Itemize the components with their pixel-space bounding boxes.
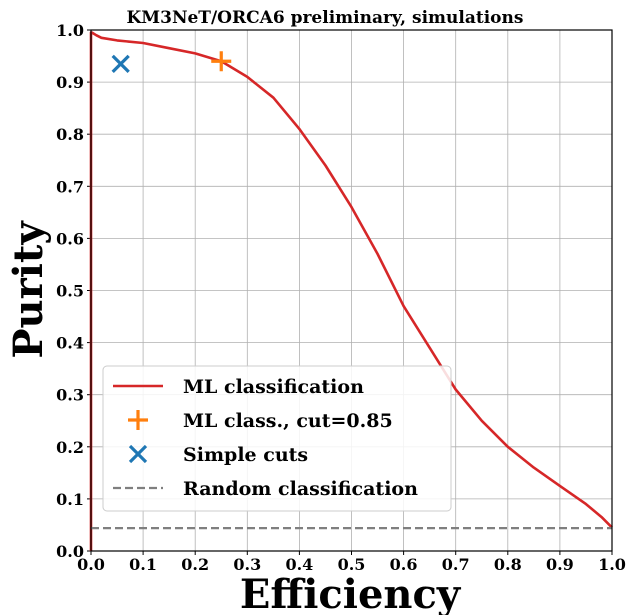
x-tick-label: 0.4 <box>285 555 313 574</box>
x-tick-label: 0.0 <box>77 555 105 574</box>
plot-series <box>89 31 613 551</box>
legend-label: ML classification <box>183 376 364 398</box>
chart-title: KM3NeT/ORCA6 preliminary, simulations <box>127 8 524 28</box>
y-tick-label: 0.6 <box>56 229 84 248</box>
legend-label: Simple cuts <box>183 444 308 466</box>
y-tick-label: 0.7 <box>56 177 84 196</box>
x-axis-title: Efficiency <box>240 571 462 615</box>
y-tick-label: 0.8 <box>56 125 84 144</box>
x-marker-stroke-b <box>111 54 130 73</box>
x-marker-stroke-b <box>128 444 148 464</box>
y-tick-label: 0.1 <box>56 490 84 509</box>
legend: ML classification ML class., cut=0.85 Simp… <box>102 365 452 512</box>
y-tick-label: 0.4 <box>56 334 84 353</box>
y-tick-label: 0.0 <box>56 542 84 561</box>
x-tick-label: 0.6 <box>390 555 418 574</box>
x-tick-label: 0.3 <box>233 555 261 574</box>
x-tick-label: 0.9 <box>546 555 574 574</box>
x-tick-label: 0.1 <box>129 555 157 574</box>
x-tick-label: 0.7 <box>442 555 470 574</box>
y-tick-label: 1.0 <box>56 21 84 40</box>
x-tick-label: 0.8 <box>494 555 522 574</box>
plot-frame <box>90 29 613 552</box>
y-tick-label: 0.9 <box>56 73 84 92</box>
legend-box <box>102 365 452 512</box>
y-tick-label: 0.2 <box>56 438 84 457</box>
y-tick-label: 0.5 <box>56 282 84 301</box>
legend-label: Random classification <box>183 478 418 500</box>
y-axis-title: Purity <box>5 220 52 359</box>
y-tick-label: 0.3 <box>56 386 84 405</box>
x-tick-label: 0.2 <box>181 555 209 574</box>
ml-classification-curve <box>89 31 613 551</box>
tick-labels: 0.0 0.1 0.2 0.3 0.4 0.5 0.6 0.7 0.8 0.9 1.0 0.0 0.1 0… <box>56 21 626 574</box>
x-tick-label: 0.5 <box>338 555 366 574</box>
x-tick-label: 1.0 <box>598 555 626 574</box>
legend-label: ML class., cut=0.85 <box>183 410 393 432</box>
